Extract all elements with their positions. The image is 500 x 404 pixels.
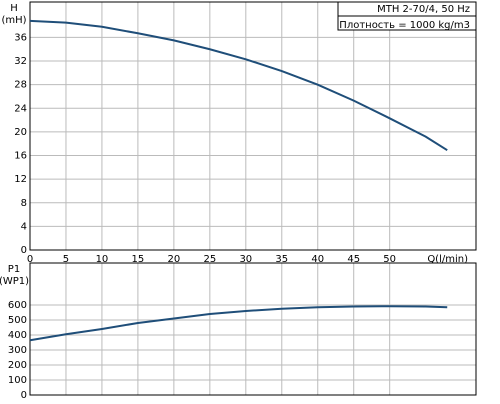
y-tick-label: 400 (8, 330, 27, 341)
x-tick-label: 10 (96, 254, 109, 265)
x-tick-label: 30 (239, 254, 252, 265)
y-tick-label: 4 (21, 221, 27, 232)
y-tick-label: 500 (8, 315, 27, 326)
y-tick-label: 100 (8, 375, 27, 386)
annotation: MTH 2-70/4, 50 Hz (377, 4, 470, 15)
x-tick-label: 35 (275, 254, 288, 265)
plot-frame (29, 262, 477, 396)
y-tick-label: 8 (21, 198, 27, 209)
y-tick-label: 0 (21, 245, 27, 256)
plot-frame (29, 1, 477, 251)
y-axis-label: H (10, 3, 18, 14)
y-tick-label: 20 (14, 127, 27, 138)
curve (29, 19, 448, 152)
x-tick-label: 0 (27, 254, 33, 265)
y-tick-label: 16 (14, 151, 27, 162)
y-tick-label: 12 (14, 174, 27, 185)
y-tick-label: 300 (8, 345, 27, 356)
y-tick-label: 600 (8, 300, 27, 311)
x-tick-label: 45 (347, 254, 360, 265)
y-axis-label: P1 (8, 264, 20, 275)
x-tick-label: 50 (383, 254, 396, 265)
x-tick-label: 20 (168, 254, 181, 265)
x-tick-label: 5 (63, 254, 69, 265)
y-tick-label: 32 (14, 56, 27, 67)
y-tick-label: 36 (14, 32, 27, 43)
y-tick-label: 200 (8, 360, 27, 371)
x-tick-label: 25 (203, 254, 216, 265)
y-tick-label: 24 (14, 103, 27, 114)
x-tick-label: 40 (311, 254, 324, 265)
y-tick-label: 28 (14, 80, 27, 91)
y-tick-label: 0 (21, 390, 27, 400)
x-axis-label: Q(l/min) (427, 254, 468, 265)
y-axis-label: (mH) (1, 15, 26, 26)
x-tick-label: 15 (132, 254, 145, 265)
curve (29, 305, 448, 342)
annotation: Плотность = 1000 kg/m3 (339, 20, 470, 31)
plot-area (29, 1, 477, 251)
y-axis-label: (WP1) (0, 276, 29, 287)
